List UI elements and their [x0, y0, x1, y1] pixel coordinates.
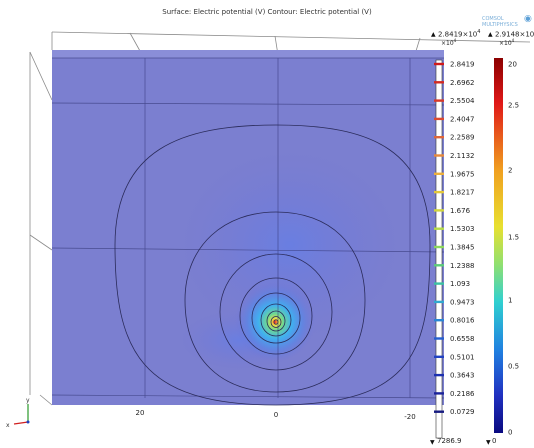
field-glow: [180, 150, 400, 340]
surface-level-swatch: [434, 319, 444, 322]
surface-scale-base: ×10: [441, 40, 454, 47]
surface-level-swatch: [434, 337, 444, 340]
surface-level-label: 0.5101: [450, 353, 475, 361]
contour-tick-label: 20: [508, 61, 517, 69]
surface-level-label: 1.9675: [450, 170, 475, 178]
surface-level-swatch: [434, 392, 444, 395]
surface-level-label: 1.3845: [450, 244, 475, 252]
surface-level-swatch: [434, 62, 444, 66]
x-axis: 20 0 -20: [136, 409, 416, 421]
surface-level-label: 1.5303: [450, 225, 475, 233]
surface-level-label: 0.6558: [450, 335, 475, 343]
surface-level-swatch: [434, 282, 444, 285]
surface-max-exp: 4: [477, 29, 481, 35]
contour-colorbar: [494, 58, 503, 433]
surface-level-swatch: [434, 245, 444, 249]
x-tick-neg20: -20: [404, 413, 415, 421]
x-tick-20: 20: [136, 409, 145, 417]
surface-top-band: [52, 50, 444, 58]
contour-tick-label: 0: [508, 429, 512, 437]
contour-scale-exp: ×104: [499, 38, 514, 47]
surface-level-label: 0.9473: [450, 298, 475, 306]
comsol-logo: COMSOL MULTIPHYSICS ◉: [482, 14, 532, 29]
surface-level-swatch: [434, 154, 444, 157]
surface-level-label: 2.4047: [450, 115, 475, 123]
surface-level-label: 2.2589: [450, 134, 475, 142]
surface-scale-power: 4: [453, 38, 457, 43]
plot-title: Surface: Electric potential (V) Contour:…: [162, 8, 372, 16]
surface-level-label: 0.2186: [450, 390, 475, 398]
surface-level-swatch: [434, 190, 444, 194]
surface-level-swatch: [434, 264, 444, 267]
contour-tick-label: 1.5: [508, 234, 519, 242]
contour-scale-base: ×10: [499, 40, 512, 47]
contour-max-value: 2.9148×10: [495, 30, 534, 39]
surface-level-swatch: [434, 81, 444, 84]
contour-legend: 20 2.5 2 1.5 1 0.5 0: [494, 58, 519, 437]
surface-min-marker-icon: ▼: [430, 439, 435, 446]
surface-legend: 2.8419 2.6962 2.5504 2.4047 2.2589 2.1132 1.96…: [434, 59, 475, 439]
axis-x-label: x: [6, 422, 10, 429]
surface-max-marker-icon: ▲: [431, 31, 436, 38]
surface-level-swatch: [434, 172, 444, 175]
contour-max-marker-icon: ▲: [488, 31, 493, 38]
surface-level-swatch: [434, 300, 444, 304]
surface-level-label: 2.1132: [450, 152, 475, 160]
contour-scale-power: 4: [511, 38, 515, 43]
charge-hotspot: [235, 282, 315, 362]
contour-min-marker-icon: ▼: [486, 439, 491, 446]
contour-max-label: 2.9148×104: [495, 29, 534, 38]
surface-level-swatch: [434, 373, 444, 377]
logo-text: COMSOL MULTIPHYSICS: [482, 16, 518, 28]
surface-level-swatch: [434, 209, 444, 212]
surface-level-label: 1.676: [450, 207, 471, 215]
surface-level-label: 1.2388: [450, 262, 475, 270]
contour-tick-label: 2.5: [508, 102, 519, 110]
surface-level-swatch: [434, 99, 444, 102]
contour-tick-label: 0.5: [508, 363, 519, 371]
surface-level-swatch: [434, 227, 444, 230]
surface-min-label: 7286.9: [437, 437, 462, 445]
surface-level-swatch: [434, 355, 444, 358]
surface-level-label: 0.3643: [450, 372, 475, 380]
surface-level-label: 0.8016: [450, 317, 475, 325]
contour-min-label: 0: [492, 437, 497, 445]
contour-lines: [114, 124, 431, 406]
surface-level-label: 0.0729: [450, 408, 475, 416]
x-tick-0: 0: [274, 411, 278, 419]
axis-y-label: y: [26, 397, 30, 404]
surface-max-label: 2.8419×104: [438, 29, 480, 38]
surface-max-value: 2.8419×10: [438, 30, 478, 39]
surface-level-swatch: [434, 410, 444, 413]
surface-level-label: 2.6962: [450, 79, 475, 87]
surface-level-label: 1.8217: [450, 189, 475, 197]
surface-level-label: 2.8419: [450, 61, 475, 69]
grid-lines: [51, 57, 445, 399]
surface-level-label: 1.093: [450, 280, 470, 288]
surface-level-swatch: [434, 136, 444, 139]
contour-tick-label: 1: [508, 297, 512, 305]
surface-scale-exp: ×104: [441, 38, 456, 47]
surface-level-label: 2.5504: [450, 97, 475, 105]
axis-triad: x y: [6, 397, 30, 429]
surface-level-swatch: [434, 117, 444, 121]
contour-tick-label: 2: [508, 167, 512, 175]
logo-icon: ◉: [524, 14, 532, 24]
